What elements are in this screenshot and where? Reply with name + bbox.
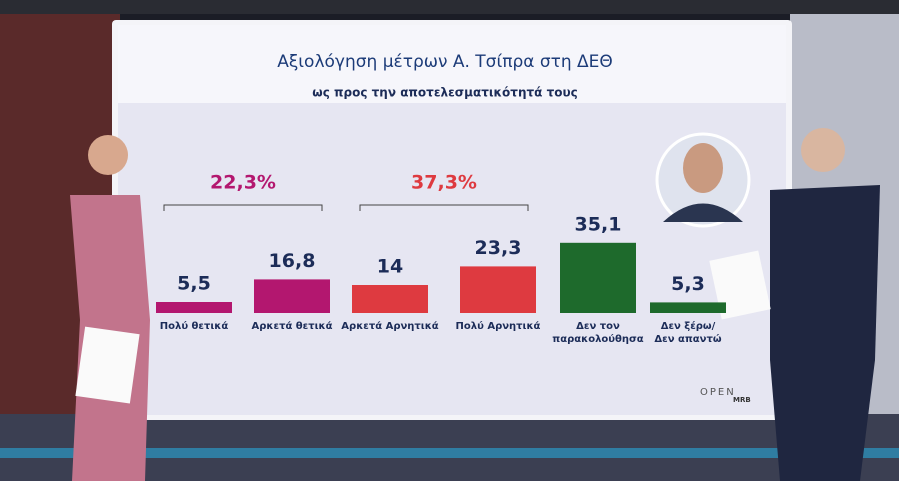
portrait-suit [663, 203, 743, 222]
presenter-left [70, 135, 150, 481]
bar [460, 266, 536, 313]
bar [352, 285, 428, 313]
bar [650, 302, 726, 313]
bar [560, 242, 636, 313]
suit [770, 185, 880, 481]
group-total-label: 22,3% [210, 172, 276, 194]
bar [156, 302, 232, 313]
value-label: 5,5 [177, 273, 211, 295]
title-area [118, 25, 786, 103]
floor-light [0, 448, 899, 458]
head [801, 128, 845, 172]
value-label: 35,1 [575, 213, 622, 235]
value-label: 5,3 [671, 273, 705, 295]
portrait-face [683, 143, 723, 193]
group-bracket [163, 204, 323, 211]
chart-title: Αξιολόγηση μέτρων Α. Τσίπρα στη ΔΕΘ [277, 52, 613, 72]
logo-mrb: MRB [733, 396, 751, 404]
logo-open: OPEN [700, 387, 736, 398]
value-label: 14 [377, 256, 403, 278]
group-total-label: 37,3% [411, 172, 477, 194]
category-label: Αρκετά Αρνητικά [341, 320, 439, 332]
group-bracket [359, 204, 529, 211]
chart-subtitle: ως προς την αποτελεσματικότητά τους [312, 86, 577, 100]
papers [709, 250, 771, 320]
category-label: παρακολούθησα [552, 333, 644, 345]
presenter-right [709, 128, 880, 481]
papers [75, 326, 140, 404]
category-label: Δεν ξέρω/ [661, 320, 716, 332]
category-label: Πολύ θετικά [160, 320, 229, 332]
bar [254, 279, 330, 313]
studio-floor [0, 414, 899, 481]
category-label: Δεν τον [576, 321, 620, 332]
category-label: Αρκετά θετικά [252, 320, 333, 332]
value-label: 23,3 [475, 237, 522, 259]
category-label: Δεν απαντώ [654, 333, 721, 345]
top-strip [0, 0, 899, 14]
head [88, 135, 128, 175]
category-label: Πολύ Αρνητικά [456, 320, 541, 332]
value-label: 16,8 [269, 250, 316, 272]
